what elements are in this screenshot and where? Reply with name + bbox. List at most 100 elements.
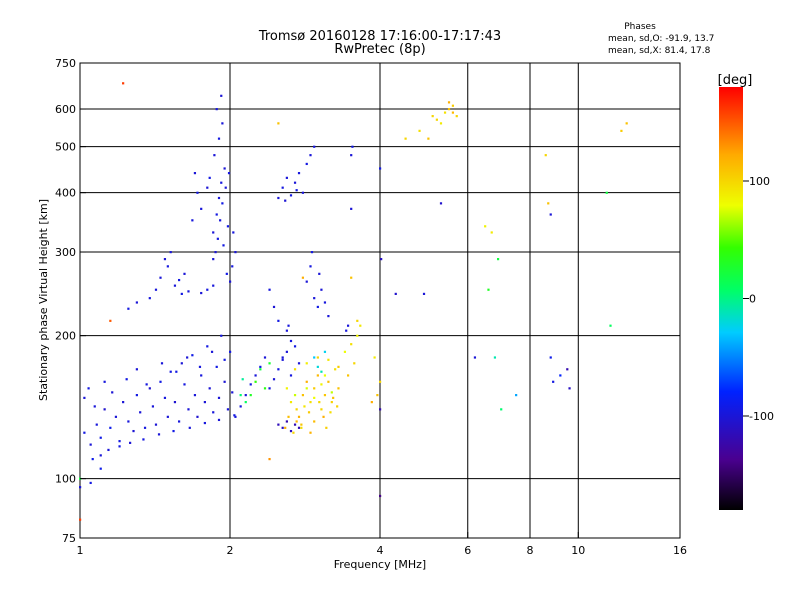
data-point — [239, 394, 242, 397]
data-point — [303, 405, 306, 408]
data-point — [191, 219, 194, 222]
data-point — [447, 101, 451, 104]
data-point — [99, 454, 102, 457]
data-point — [297, 415, 301, 418]
data-point — [313, 396, 316, 399]
data-point — [289, 194, 293, 197]
data-point — [215, 108, 218, 111]
data-point — [496, 258, 500, 261]
data-point — [263, 387, 267, 390]
data-point — [345, 329, 348, 332]
data-point — [206, 186, 209, 189]
data-point — [200, 374, 203, 377]
data-point — [313, 420, 316, 423]
data-point — [233, 414, 236, 417]
data-point — [350, 207, 353, 210]
data-point — [435, 118, 438, 121]
data-point — [166, 415, 169, 418]
data-point — [206, 288, 209, 291]
data-point — [289, 374, 293, 377]
data-point — [200, 207, 203, 210]
data-point — [379, 380, 382, 383]
data-point — [309, 265, 312, 268]
data-point — [206, 345, 209, 348]
data-point — [159, 276, 162, 279]
data-point — [254, 374, 257, 377]
y-tick-label: 400 — [55, 187, 76, 200]
data-point — [320, 370, 323, 373]
data-point — [221, 202, 224, 205]
data-point — [109, 319, 112, 322]
data-point — [227, 172, 231, 175]
data-point — [318, 401, 321, 404]
stats-line-o: mean, sd,O: -91.9, 13.7 — [608, 34, 714, 44]
data-point — [193, 394, 197, 397]
data-point — [310, 251, 314, 254]
data-point — [99, 436, 102, 439]
data-point — [305, 387, 308, 390]
data-point — [187, 290, 190, 293]
data-point — [443, 111, 447, 114]
data-point — [605, 191, 608, 194]
data-point — [337, 387, 340, 390]
data-point — [329, 411, 332, 414]
data-point — [356, 319, 359, 322]
data-point — [552, 380, 555, 383]
x-tick-label: 1 — [77, 544, 84, 557]
data-point — [370, 401, 373, 404]
data-point — [620, 129, 623, 132]
data-point — [350, 343, 353, 346]
data-point — [268, 387, 271, 390]
data-point — [169, 251, 172, 254]
data-point — [188, 426, 191, 429]
data-point — [431, 115, 434, 118]
data-point — [300, 426, 303, 429]
data-point — [379, 167, 382, 170]
data-point — [336, 405, 339, 408]
data-point — [313, 297, 316, 300]
data-point — [180, 362, 183, 365]
data-point — [346, 374, 350, 377]
data-point — [198, 365, 202, 368]
data-point — [287, 415, 290, 418]
colorbar-ticks: 100 0 -100 — [743, 175, 774, 423]
data-point — [169, 370, 172, 373]
data-point — [285, 329, 288, 332]
data-point — [289, 429, 293, 433]
colorbar-tick-label: -100 — [749, 410, 774, 423]
data-point — [226, 408, 230, 411]
data-point — [217, 396, 221, 399]
data-point — [135, 368, 138, 371]
data-point — [89, 481, 92, 485]
y-tick-label: 750 — [55, 57, 76, 70]
y-axis-ticks: 75 100 200 300 400 500 600 750 — [55, 57, 86, 545]
data-point — [268, 362, 271, 365]
data-point — [79, 486, 82, 489]
data-point — [300, 423, 303, 426]
colorbar-label: [deg] — [718, 73, 753, 88]
data-point — [320, 408, 323, 411]
data-point — [320, 383, 323, 386]
data-point — [191, 354, 194, 357]
data-point — [327, 315, 330, 318]
data-point — [222, 244, 225, 247]
data-point — [447, 108, 451, 111]
data-point — [107, 448, 110, 452]
data-point — [109, 426, 112, 429]
data-point — [285, 420, 288, 423]
data-point — [148, 387, 151, 390]
x-axis-ticks: 1 2 4 6 8 10 16 — [77, 532, 687, 557]
data-point — [549, 356, 552, 359]
data-point — [91, 457, 94, 461]
data-point — [272, 378, 276, 381]
data-point — [500, 408, 503, 411]
y-tick-label: 600 — [55, 103, 76, 116]
data-point — [220, 181, 223, 184]
data-point — [224, 186, 227, 189]
data-point — [263, 356, 267, 359]
data-points — [79, 82, 628, 521]
data-point — [212, 284, 215, 287]
data-point — [200, 291, 203, 295]
data-point — [177, 420, 181, 423]
data-point — [289, 401, 293, 404]
